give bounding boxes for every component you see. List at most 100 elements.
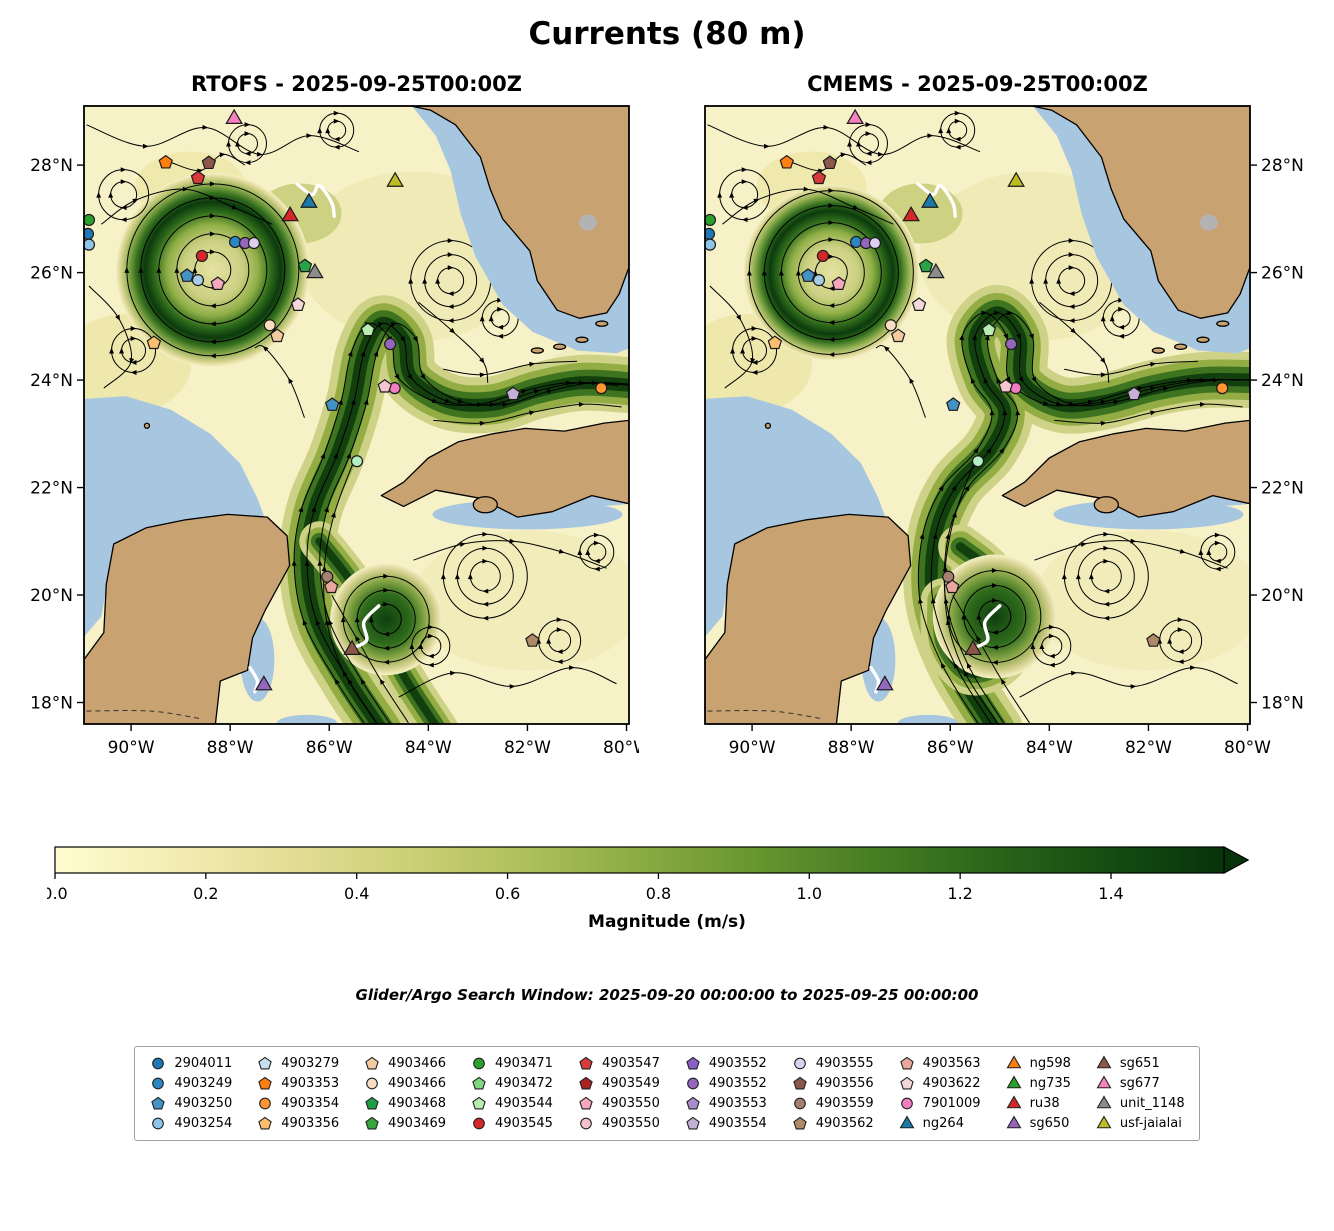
- map-marker-4903250: [800, 268, 816, 282]
- map-panels: RTOFS - 2025-09-25T00:00Z 90°W 88°W 86°W 84…: [0, 72, 1334, 768]
- legend-item-4903466: 4903466: [363, 1075, 446, 1092]
- legend-item-4903552: 4903552: [684, 1075, 767, 1092]
- pentagon-marker-icon: [579, 1096, 593, 1110]
- legend-label: 4903472: [495, 1076, 553, 1091]
- map-marker-4903353: [158, 154, 173, 169]
- pentagon-marker-icon: [472, 1076, 486, 1090]
- legend-label: 4903555: [815, 1056, 874, 1071]
- map-marker-4903556: [822, 155, 838, 170]
- pentagon-marker-icon: [686, 1096, 700, 1110]
- pentagon-marker-icon: [365, 1056, 379, 1070]
- y-tick-label: 28°N: [1261, 156, 1304, 176]
- map-marker-4903468: [297, 258, 313, 273]
- legend-label: 4903354: [281, 1096, 340, 1111]
- map-marker-sg651: [964, 639, 982, 655]
- map-marker-4903562: [1146, 633, 1161, 647]
- legend-label: 4903622: [922, 1076, 981, 1091]
- legend-label: 4903559: [815, 1096, 874, 1111]
- legend-label: 4903550: [601, 1096, 660, 1111]
- map-marker-4903559: [942, 570, 955, 583]
- x-tick-label: 80°W: [1224, 738, 1271, 758]
- panel-cmems: CMEMS - 2025-09-25T00:00Z 90°W 88°W 86°W 84…: [695, 72, 1314, 768]
- legend-item-sg651: sg651: [1095, 1055, 1185, 1072]
- legend-label: 2904011: [174, 1056, 233, 1071]
- land-florida: [410, 106, 629, 319]
- legend-label: usf-jaialai: [1119, 1116, 1182, 1131]
- legend-label: 4903466: [388, 1056, 447, 1071]
- streamline: [1029, 238, 1113, 324]
- legend-label: 4903469: [388, 1116, 447, 1131]
- circle-marker-icon: [152, 1117, 165, 1130]
- figure-title: Currents (80 m): [528, 16, 806, 52]
- campeche-bank: [84, 396, 268, 637]
- triangle-marker-icon: [1006, 1075, 1022, 1089]
- map-marker-4903554: [1126, 386, 1142, 401]
- legend-label: ru38: [1029, 1096, 1060, 1111]
- pentagon-marker-icon: [579, 1056, 593, 1070]
- legend-label: 4903547: [601, 1056, 660, 1071]
- y-tick-label: 22°N: [30, 479, 73, 499]
- map-marker-4903545: [816, 249, 830, 263]
- legend-item-ng598: ng598: [1005, 1055, 1071, 1072]
- legend-label: 4903545: [495, 1116, 553, 1131]
- x-tick-label: 82°W: [504, 738, 551, 758]
- map-marker-4903552: [1005, 337, 1018, 351]
- map-marker-4903550: [377, 378, 392, 393]
- pentagon-marker-icon: [258, 1116, 272, 1130]
- colorbar-tick-label: 0.6: [495, 884, 520, 903]
- land-cuba: [1001, 419, 1250, 518]
- legend-label: 4903554: [708, 1116, 767, 1131]
- legend-item-4903472: 4903472: [470, 1075, 553, 1092]
- map-marker-4903544: [360, 322, 376, 337]
- streamline: [408, 238, 492, 324]
- y-tick-label: 28°N: [30, 156, 73, 176]
- map-marker-sg650: [876, 675, 894, 691]
- colorbar-label: Magnitude (m/s): [588, 912, 746, 932]
- legend-item-sg650: sg650: [1005, 1115, 1071, 1132]
- legend-item-4903279: 4903279: [256, 1055, 339, 1072]
- legend-item-4903552: 4903552: [684, 1055, 767, 1072]
- colorbar-svg: 0.0 0.2 0.4 0.6 0.8 1.0 1.2 1.4: [42, 845, 1250, 903]
- figure-page: Currents (80 m) RTOFS - 2025-09-25T00:00…: [0, 16, 1334, 1141]
- legend-label: 4903544: [495, 1096, 553, 1111]
- streamline: [1019, 665, 1238, 698]
- x-tick-label: 82°W: [1125, 738, 1172, 758]
- triangle-marker-icon: [1096, 1115, 1112, 1129]
- map-marker-4903550: [998, 378, 1013, 393]
- x-tick-label: 86°W: [306, 738, 353, 758]
- map-marker-unit_1148: [306, 262, 324, 279]
- search-window-text: Glider/Argo Search Window: 2025-09-20 00…: [355, 986, 979, 1004]
- map-rtofs: 90°W 88°W 86°W 84°W 82°W 80°W 18°N 20°N 22°N 24°N…: [30, 105, 650, 758]
- map-marker-4903353: [779, 154, 794, 169]
- map-marker-4903554: [505, 386, 521, 401]
- circle-marker-icon: [152, 1057, 165, 1070]
- glider-track: [916, 182, 957, 218]
- map-marker-4903356: [146, 335, 162, 350]
- x-tick-label: 90°W: [108, 738, 155, 758]
- legend-label: unit_1148: [1119, 1096, 1185, 1111]
- streamline: [847, 122, 888, 166]
- map-marker-4903250: [325, 397, 340, 411]
- y-tick-label: 26°N: [30, 264, 73, 284]
- map-marker-4903622: [290, 297, 306, 311]
- map-marker-4903545: [195, 249, 209, 263]
- legend-item-4903549: 4903549: [577, 1075, 660, 1092]
- panel-cmems-title: CMEMS - 2025-09-25T00:00Z: [807, 72, 1148, 96]
- map-marker-4903468: [918, 258, 934, 273]
- legend-item-4903471: 4903471: [470, 1055, 553, 1072]
- streamline: [340, 573, 430, 665]
- legend-label: 4903550: [601, 1116, 660, 1131]
- map-marker-4903552: [384, 337, 397, 351]
- legend-label: 4903468: [388, 1096, 447, 1111]
- panel-rtofs: RTOFS - 2025-09-25T00:00Z 90°W 88°W 86°W 84…: [20, 72, 650, 768]
- legend-item-4903469: 4903469: [363, 1115, 446, 1132]
- streamline: [577, 532, 615, 572]
- triangle-marker-icon: [1096, 1095, 1112, 1109]
- pentagon-marker-icon: [258, 1076, 272, 1090]
- streamline: [317, 322, 629, 724]
- map-marker-4903254: [705, 238, 717, 251]
- pentagon-marker-icon: [365, 1116, 379, 1130]
- streamline: [409, 624, 451, 668]
- glider-track: [295, 182, 336, 218]
- map-marker-4903356: [767, 335, 783, 350]
